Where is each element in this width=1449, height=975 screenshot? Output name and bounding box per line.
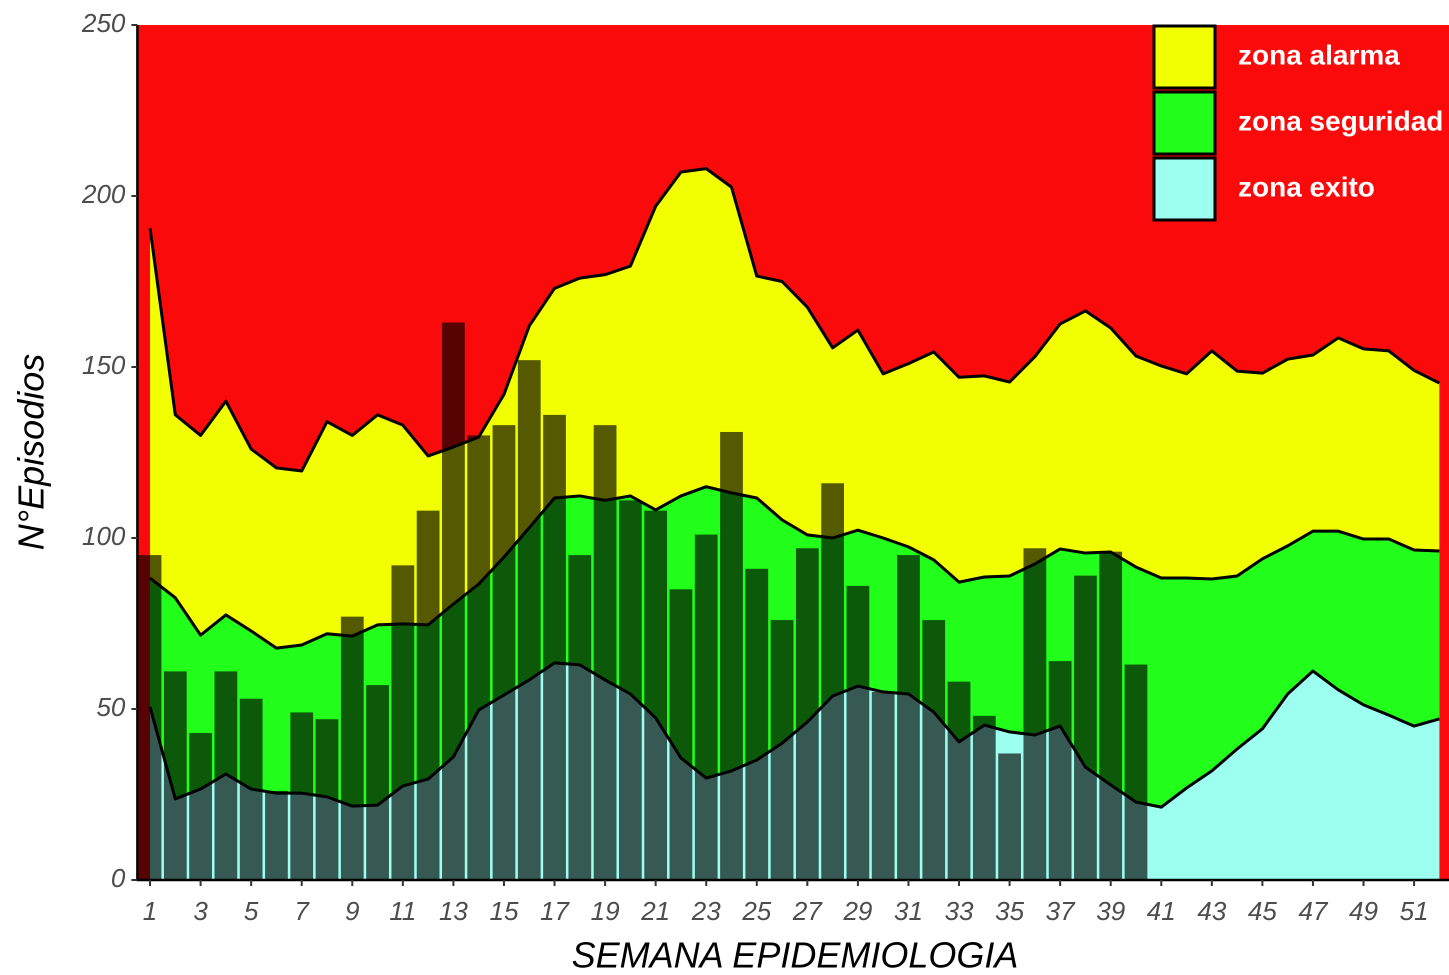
x-tick-label: 7 xyxy=(294,896,310,926)
bar xyxy=(315,719,339,880)
y-tick-label: 0 xyxy=(111,863,126,893)
x-tick-label: 29 xyxy=(842,896,872,926)
bar xyxy=(467,435,491,880)
bar xyxy=(442,322,465,880)
bar xyxy=(1023,548,1047,880)
bar xyxy=(998,753,1021,880)
y-tick-label: 150 xyxy=(82,350,126,380)
bar xyxy=(922,620,946,880)
x-tick-label: 35 xyxy=(995,896,1024,926)
x-tick-label: 17 xyxy=(540,896,570,926)
bar xyxy=(290,712,314,880)
x-tick-label: 3 xyxy=(193,896,208,926)
x-tick-label: 51 xyxy=(1400,896,1429,926)
bar xyxy=(846,585,870,880)
bar xyxy=(265,791,288,880)
x-tick-label: 23 xyxy=(691,896,721,926)
zone-line xyxy=(149,485,1440,650)
bar xyxy=(745,568,769,880)
bar xyxy=(871,691,895,880)
zone-line xyxy=(148,167,1441,473)
x-tick-label: 21 xyxy=(640,896,670,926)
bar xyxy=(543,414,566,880)
bar xyxy=(770,620,794,880)
bar xyxy=(517,360,541,880)
legend-swatch xyxy=(1152,156,1217,222)
x-tick-label: 13 xyxy=(439,896,468,926)
bar xyxy=(189,732,212,880)
x-tick-label: 31 xyxy=(894,896,923,926)
legend-swatch xyxy=(1152,90,1217,156)
x-tick-label: 5 xyxy=(244,896,259,926)
x-tick-label: 25 xyxy=(741,896,771,926)
y-tick-label: 50 xyxy=(96,692,125,722)
x-tick-label: 45 xyxy=(1248,896,1277,926)
x-tick-label: 33 xyxy=(945,896,974,926)
legend-swatch xyxy=(1152,24,1217,90)
bar xyxy=(821,483,844,880)
y-tick-label: 100 xyxy=(82,521,126,551)
x-tick-label: 1 xyxy=(143,896,157,926)
bar xyxy=(366,685,389,880)
zone-line xyxy=(148,661,1440,809)
bar xyxy=(138,555,162,880)
y-tick-label: 250 xyxy=(81,8,126,38)
bar xyxy=(669,589,693,880)
bar xyxy=(720,431,743,880)
bar xyxy=(163,671,187,880)
bar xyxy=(1074,575,1097,880)
x-tick-label: 15 xyxy=(490,896,519,926)
legend-label: zona exito xyxy=(1238,171,1375,202)
x-tick-label: 49 xyxy=(1349,896,1378,926)
bar xyxy=(568,555,592,880)
legend-label: zona seguridad xyxy=(1238,105,1443,136)
y-tick-label: 200 xyxy=(81,179,126,209)
x-tick-label: 27 xyxy=(792,896,823,926)
legend-label: zona alarma xyxy=(1238,39,1400,70)
bar xyxy=(644,510,668,880)
bar xyxy=(972,715,996,880)
bar xyxy=(391,565,415,880)
bar xyxy=(492,425,516,880)
y-axis-title: N°Episodios xyxy=(11,354,52,551)
x-tick-label: 9 xyxy=(345,896,359,926)
x-axis-title: SEMANA EPIDEMIOLOGIA xyxy=(572,935,1019,975)
bar xyxy=(593,425,617,880)
bar xyxy=(795,548,819,880)
bar xyxy=(897,555,920,880)
x-tick-label: 41 xyxy=(1147,896,1176,926)
x-tick-label: 19 xyxy=(591,896,620,926)
bar xyxy=(694,534,718,880)
bar xyxy=(340,616,364,880)
bar xyxy=(416,510,440,880)
x-tick-label: 39 xyxy=(1096,896,1125,926)
x-tick-label: 11 xyxy=(389,896,416,926)
bar xyxy=(947,681,971,880)
x-tick-label: 43 xyxy=(1197,896,1226,926)
bar xyxy=(1124,664,1148,880)
bar xyxy=(618,500,642,880)
x-tick-label: 37 xyxy=(1046,896,1076,926)
bar xyxy=(1048,661,1072,880)
x-tick-label: 47 xyxy=(1298,896,1328,926)
bar xyxy=(1099,551,1123,880)
